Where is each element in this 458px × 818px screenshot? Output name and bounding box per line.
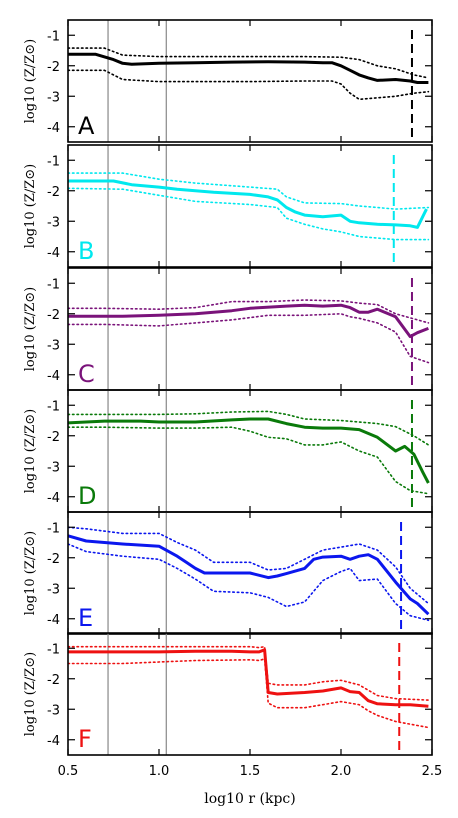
y-tick-label: -4 — [47, 121, 60, 136]
x-tick-label: 1.5 — [240, 764, 261, 779]
y-axis-label: log10 (Z/Z⊙) — [23, 39, 38, 123]
y-tick-label: -3 — [47, 582, 60, 597]
lower-percentile-line — [68, 69, 430, 101]
upper-percentile-line — [68, 299, 430, 324]
panel-label: A — [78, 112, 95, 140]
y-tick-label: -2 — [47, 673, 60, 688]
y-tick-label: -2 — [47, 308, 60, 323]
upper-percentile-line — [68, 410, 430, 446]
lower-percentile-line — [68, 187, 430, 241]
y-tick-label: -4 — [47, 369, 60, 384]
y-axis-label: log10 (Z/Z⊙) — [23, 164, 38, 248]
y-tick-label: -4 — [47, 246, 60, 261]
lower-percentile-line — [68, 426, 430, 495]
x-tick-label: 1.0 — [149, 764, 170, 779]
median-line — [68, 534, 430, 616]
y-tick-label: -3 — [47, 90, 60, 105]
median-line — [68, 417, 430, 484]
y-tick-label: -2 — [47, 60, 60, 75]
panel-frame — [67, 144, 433, 268]
panel-label: D — [78, 482, 96, 510]
panel-e: -1 -2 -3 -4 log10 (Z/Z⊙) E — [23, 511, 433, 635]
x-tick-label: 2.5 — [422, 764, 443, 779]
panel-label: C — [78, 360, 95, 388]
upper-percentile-line — [68, 172, 430, 210]
lower-percentile-line — [68, 312, 430, 364]
y-tick-label: -4 — [47, 491, 60, 506]
y-tick-label: -2 — [47, 185, 60, 200]
y-tick-label: -3 — [47, 338, 60, 353]
y-axis-label: log10 (Z/Z⊙) — [23, 652, 38, 736]
y-tick-label: -1 — [47, 521, 60, 536]
upper-percentile-line — [68, 47, 430, 79]
panel-label: B — [78, 237, 94, 265]
panel-frame — [67, 267, 433, 391]
y-tick-label: -4 — [47, 613, 60, 628]
x-axis-label: log10 r (kpc) — [204, 791, 296, 807]
y-tick-label: -3 — [47, 703, 60, 718]
panel-label: E — [78, 604, 93, 632]
panel-f: -1 -2 -3 -4 log10 (Z/Z⊙) F — [23, 632, 433, 756]
y-tick-label: -3 — [47, 460, 60, 475]
y-tick-label: -1 — [47, 399, 60, 414]
y-tick-label: -2 — [47, 430, 60, 445]
panel-label: F — [78, 725, 92, 753]
panel-a: -1 -2 -3 -4 log10 (Z/Z⊙) A — [23, 19, 433, 143]
y-tick-label: -2 — [47, 552, 60, 567]
upper-percentile-line — [68, 526, 430, 605]
y-axis-label: log10 (Z/Z⊙) — [23, 287, 38, 371]
lower-percentile-line — [68, 657, 430, 729]
y-axis-label: log10 (Z/Z⊙) — [23, 531, 38, 615]
y-tick-label: -1 — [47, 642, 60, 657]
y-tick-label: -1 — [47, 29, 60, 44]
x-tick-label: 2.0 — [331, 764, 352, 779]
y-tick-label: -4 — [47, 734, 60, 749]
y-tick-label: -1 — [47, 154, 60, 169]
y-tick-label: -3 — [47, 215, 60, 230]
panel-frame — [67, 389, 433, 513]
median-line — [68, 179, 428, 229]
panel-b: -1 -2 -3 -4 log10 (Z/Z⊙) B — [23, 144, 433, 268]
y-axis-label: log10 (Z/Z⊙) — [23, 409, 38, 493]
lower-percentile-line — [68, 543, 430, 622]
upper-percentile-line — [68, 645, 430, 701]
panel-c: -1 -2 -3 -4 log10 (Z/Z⊙) C — [23, 267, 433, 391]
median-line — [68, 648, 429, 708]
median-line — [68, 303, 429, 339]
y-tick-label: -1 — [47, 277, 60, 292]
x-tick-label: 0.5 — [58, 764, 79, 779]
panel-d: -1 -2 -3 -4 log10 (Z/Z⊙) D — [23, 389, 433, 513]
median-line — [68, 52, 429, 84]
